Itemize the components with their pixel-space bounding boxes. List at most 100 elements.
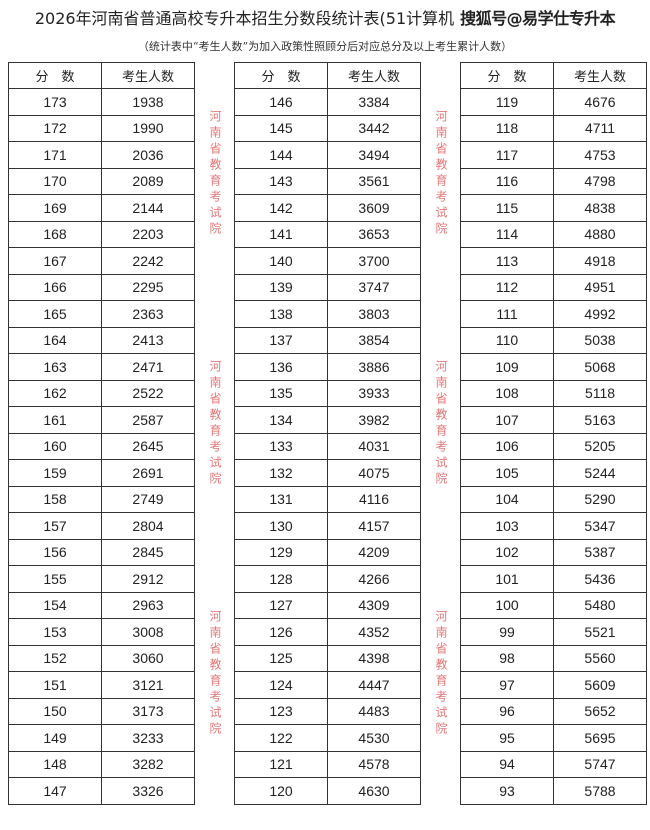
stamp-watermark: 河南省教育考试院 <box>208 360 222 488</box>
count-cell: 1938 <box>101 88 195 116</box>
table-row: 101 5436 <box>460 565 647 593</box>
table-row: 93 5788 <box>460 777 647 805</box>
score-cell: 95 <box>460 724 554 752</box>
stamp-watermark: 河南省教育考试院 <box>434 610 448 738</box>
table-row: 151 3121 <box>8 671 195 699</box>
count-cell: 5695 <box>553 724 647 752</box>
count-cell: 3121 <box>101 671 195 699</box>
score-cell: 104 <box>460 485 554 513</box>
count-cell: 3494 <box>327 141 421 169</box>
table-row: 106 5205 <box>460 432 647 460</box>
count-cell: 4352 <box>327 618 421 646</box>
table-row: 137 3854 <box>234 326 421 354</box>
table-row: 119 4676 <box>460 88 647 116</box>
score-cell: 115 <box>460 194 554 222</box>
score-cell: 173 <box>8 88 102 116</box>
count-cell: 5436 <box>553 565 647 593</box>
count-cell: 2363 <box>101 300 195 328</box>
table-row: 113 4918 <box>460 247 647 275</box>
score-cell: 147 <box>8 777 102 805</box>
count-cell: 4075 <box>327 459 421 487</box>
table-row: 170 2089 <box>8 167 195 195</box>
table-row: 124 4447 <box>234 671 421 699</box>
score-cell: 130 <box>234 512 328 540</box>
count-cell: 3384 <box>327 88 421 116</box>
count-cell: 4157 <box>327 512 421 540</box>
score-cell: 132 <box>234 459 328 487</box>
header-row: 分 数考生人数 <box>460 62 647 89</box>
count-cell: 5560 <box>553 644 647 672</box>
table-row: 167 2242 <box>8 247 195 275</box>
count-cell: 5480 <box>553 591 647 619</box>
table-row: 107 5163 <box>460 406 647 434</box>
score-cell: 129 <box>234 538 328 566</box>
count-cell: 5347 <box>553 512 647 540</box>
table-row: 161 2587 <box>8 406 195 434</box>
score-cell: 103 <box>460 512 554 540</box>
score-cell: 137 <box>234 326 328 354</box>
score-table-2: 分 数考生人数 146 3384 145 3442 144 3494 143 3561 142 36… <box>234 62 421 805</box>
table-row: 118 4711 <box>460 114 647 142</box>
header-score: 分 数 <box>460 62 554 89</box>
count-cell: 4031 <box>327 432 421 460</box>
score-cell: 152 <box>8 644 102 672</box>
count-cell: 3173 <box>101 697 195 725</box>
table-row: 135 3933 <box>234 379 421 407</box>
score-cell: 102 <box>460 538 554 566</box>
count-cell: 5244 <box>553 459 647 487</box>
score-cell: 121 <box>234 750 328 778</box>
score-cell: 162 <box>8 379 102 407</box>
score-cell: 131 <box>234 485 328 513</box>
table-row: 123 4483 <box>234 697 421 725</box>
count-cell: 2691 <box>101 459 195 487</box>
count-cell: 3653 <box>327 220 421 248</box>
table-row: 143 3561 <box>234 167 421 195</box>
count-cell: 3886 <box>327 353 421 381</box>
score-cell: 98 <box>460 644 554 672</box>
count-cell: 5788 <box>553 777 647 805</box>
score-cell: 125 <box>234 644 328 672</box>
score-cell: 148 <box>8 750 102 778</box>
count-cell: 5163 <box>553 406 647 434</box>
score-cell: 99 <box>460 618 554 646</box>
count-cell: 2912 <box>101 565 195 593</box>
score-cell: 106 <box>460 432 554 460</box>
table-row: 133 4031 <box>234 432 421 460</box>
score-cell: 142 <box>234 194 328 222</box>
table-row: 103 5347 <box>460 512 647 540</box>
table-row: 147 3326 <box>8 777 195 805</box>
table-row: 117 4753 <box>460 141 647 169</box>
count-cell: 4447 <box>327 671 421 699</box>
score-cell: 127 <box>234 591 328 619</box>
count-cell: 3008 <box>101 618 195 646</box>
score-cell: 146 <box>234 88 328 116</box>
header-count: 考生人数 <box>327 62 421 89</box>
score-cell: 105 <box>460 459 554 487</box>
table-row: 165 2363 <box>8 300 195 328</box>
count-cell: 2203 <box>101 220 195 248</box>
score-cell: 139 <box>234 273 328 301</box>
count-cell: 2845 <box>101 538 195 566</box>
score-cell: 138 <box>234 300 328 328</box>
score-cell: 109 <box>460 353 554 381</box>
table-row: 138 3803 <box>234 300 421 328</box>
count-cell: 2242 <box>101 247 195 275</box>
table-row: 168 2203 <box>8 220 195 248</box>
score-cell: 100 <box>460 591 554 619</box>
table-row: 163 2471 <box>8 353 195 381</box>
table-row: 96 5652 <box>460 697 647 725</box>
score-cell: 136 <box>234 353 328 381</box>
score-cell: 140 <box>234 247 328 275</box>
score-cell: 153 <box>8 618 102 646</box>
count-cell: 3982 <box>327 406 421 434</box>
score-cell: 126 <box>234 618 328 646</box>
table-row: 128 4266 <box>234 565 421 593</box>
sohu-watermark: 搜狐号@易学仕专升本 <box>460 9 616 28</box>
count-cell: 4992 <box>553 300 647 328</box>
count-cell: 2471 <box>101 353 195 381</box>
count-cell: 4209 <box>327 538 421 566</box>
score-cell: 96 <box>460 697 554 725</box>
stamp-watermark: 河南省教育考试院 <box>208 610 222 738</box>
count-cell: 2587 <box>101 406 195 434</box>
table-row: 94 5747 <box>460 750 647 778</box>
